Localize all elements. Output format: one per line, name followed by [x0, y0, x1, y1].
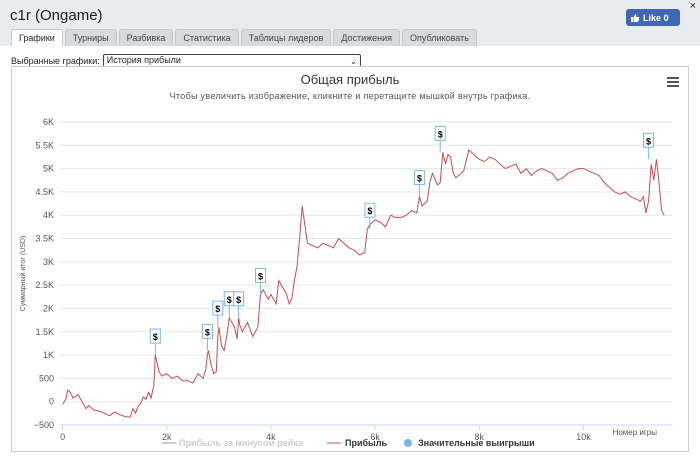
graph-select-value: История прибыли	[106, 55, 181, 65]
window-header: c1r (Ongame) × Like 0	[0, 0, 700, 29]
chevron-down-icon: ⌄	[350, 57, 357, 66]
y-tick-label: 5K	[43, 164, 54, 174]
x-tick-label: 0	[60, 432, 65, 442]
x-tick-label: 2k	[162, 432, 172, 442]
big-win-flag	[255, 267, 267, 283]
big-win-marker: $	[258, 271, 263, 281]
tab-tournaments[interactable]: Турниры	[64, 29, 117, 46]
legend-item-big-wins: Значительные выигрыши	[418, 438, 535, 448]
tab-bar: Графики Турниры Разбивка Статистика Табл…	[11, 29, 477, 47]
facebook-like-label: Like 0	[643, 12, 669, 23]
window-title: c1r (Ongame)	[10, 7, 103, 24]
big-win-flag	[233, 291, 245, 307]
graph-selector-label: Выбранные графики:	[11, 55, 100, 66]
big-win-flag	[643, 132, 655, 148]
y-tick-label: 0	[49, 397, 54, 407]
y-tick-label: 1K	[43, 350, 54, 360]
chart-subtitle: Чтобы увеличить изображение, кликните и …	[169, 91, 531, 101]
tab-publish[interactable]: Опубликовать	[402, 29, 477, 46]
chart-menu-icon[interactable]	[667, 77, 679, 87]
big-win-marker: $	[236, 295, 241, 305]
graph-selector-row: Выбранные графики: История прибыли ⌄	[11, 54, 361, 67]
y-tick-label: 2.5K	[35, 280, 54, 290]
chart-canvas[interactable]: −500 0 500 1K 1.5K 2K 2.5K 3K 3.5K 4K 4.5K 5K 5.5K 6K…	[12, 67, 688, 451]
legend-item-net-profit: Прибыль за минусом рейка	[179, 438, 304, 448]
big-win-flag	[149, 328, 161, 344]
y-tick-label: 1.5K	[35, 327, 54, 337]
big-win-flag	[434, 125, 446, 141]
tab-breakdown[interactable]: Разбивка	[118, 29, 174, 46]
big-win-marker: $	[367, 206, 372, 216]
big-win-flag	[413, 170, 425, 186]
big-win-marker: $	[227, 295, 232, 305]
big-win-marker: $	[438, 129, 443, 139]
big-win-marker: $	[205, 327, 210, 337]
y-tick-label: 3K	[43, 257, 54, 267]
tab-graphs[interactable]: Графики	[11, 29, 63, 47]
chart-title: Общая прибыль	[300, 72, 400, 87]
x-tick-label: 6k	[370, 432, 380, 442]
close-icon[interactable]: ×	[689, 0, 696, 12]
big-win-marker: $	[646, 136, 651, 146]
tab-leaderboards[interactable]: Таблицы лидеров	[240, 29, 332, 46]
y-tick-label: 4K	[43, 210, 54, 220]
big-win-marker: $	[153, 332, 158, 342]
tab-content: Выбранные графики: История прибыли ⌄ −50…	[0, 46, 700, 461]
thumbs-up-icon	[631, 13, 640, 22]
x-axis-title: Номер игры	[613, 428, 658, 437]
tab-statistics[interactable]: Статистика	[175, 29, 239, 46]
y-tick-label: 2K	[43, 303, 54, 313]
big-win-flag	[212, 300, 224, 316]
y-tick-label: 3.5K	[35, 234, 54, 244]
x-tick-label: 4k	[266, 432, 276, 442]
profit-chart[interactable]: −500 0 500 1K 1.5K 2K 2.5K 3K 3.5K 4K 4.5K 5K 5.5K 6K…	[11, 66, 689, 452]
y-tick-label: −500	[34, 420, 54, 430]
legend-symbol-big-wins	[404, 439, 412, 447]
y-tick-label: 500	[39, 373, 54, 383]
big-win-marker: $	[215, 304, 220, 314]
legend-item-profit: Прибыль	[345, 438, 387, 448]
tab-achievements[interactable]: Достижения	[333, 29, 401, 46]
y-tick-label: 5.5K	[35, 140, 54, 150]
big-win-flag	[201, 323, 213, 339]
y-axis-title: Суммарный итог (USD)	[19, 236, 27, 312]
profit-series-line	[62, 149, 665, 418]
x-tick-label: 8k	[475, 432, 485, 442]
big-win-flag	[364, 202, 376, 218]
y-tick-label: 4.5K	[35, 187, 54, 197]
y-tick-label: 6K	[43, 117, 54, 127]
big-win-marker: $	[417, 174, 422, 184]
x-tick-label: 10k	[576, 432, 591, 442]
facebook-like-button[interactable]: Like 0	[626, 9, 680, 26]
